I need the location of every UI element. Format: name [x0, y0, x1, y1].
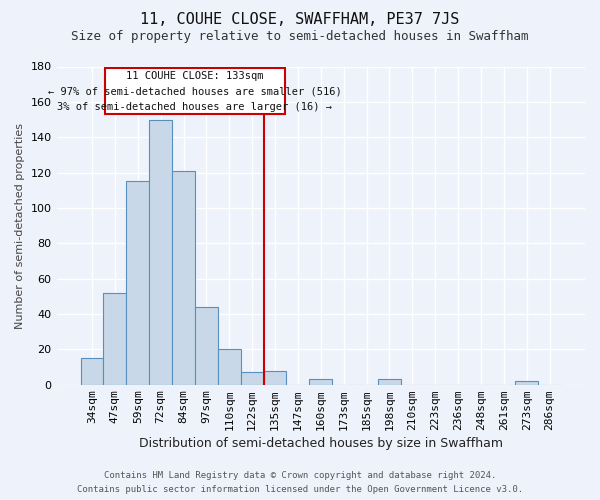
Bar: [127, 182, 149, 384]
X-axis label: Distribution of semi-detached houses by size in Swaffham: Distribution of semi-detached houses by …: [139, 437, 503, 450]
Bar: [263, 370, 286, 384]
Bar: [104, 68, 286, 114]
Text: Size of property relative to semi-detached houses in Swaffham: Size of property relative to semi-detach…: [71, 30, 529, 43]
Bar: [218, 350, 241, 384]
Bar: [149, 120, 172, 384]
Bar: [310, 380, 332, 384]
Bar: [515, 381, 538, 384]
Text: Contains HM Land Registry data © Crown copyright and database right 2024.
Contai: Contains HM Land Registry data © Crown c…: [77, 472, 523, 494]
Bar: [241, 372, 263, 384]
Text: 11 COUHE CLOSE: 133sqm
← 97% of semi-detached houses are smaller (516)
3% of sem: 11 COUHE CLOSE: 133sqm ← 97% of semi-det…: [48, 70, 342, 112]
Bar: [378, 380, 401, 384]
Bar: [172, 171, 195, 384]
Bar: [80, 358, 103, 384]
Bar: [103, 293, 127, 384]
Y-axis label: Number of semi-detached properties: Number of semi-detached properties: [15, 122, 25, 328]
Bar: [195, 307, 218, 384]
Text: 11, COUHE CLOSE, SWAFFHAM, PE37 7JS: 11, COUHE CLOSE, SWAFFHAM, PE37 7JS: [140, 12, 460, 28]
